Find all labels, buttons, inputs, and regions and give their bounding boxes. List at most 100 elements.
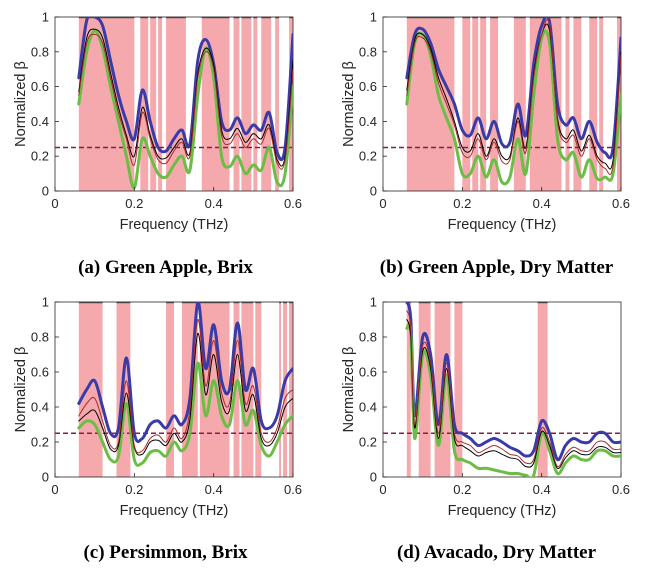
band-3 bbox=[454, 302, 463, 477]
y-tick-label-2: 0.4 bbox=[359, 114, 377, 129]
y-tick-label-0: 0 bbox=[370, 470, 377, 485]
series-line-middle bbox=[406, 23, 621, 170]
band-9 bbox=[589, 17, 598, 191]
band-10 bbox=[275, 17, 280, 191]
y-axis-label: Normalized β bbox=[13, 61, 29, 147]
series-line-thin bbox=[406, 19, 621, 176]
y-tick-label-4: 0.8 bbox=[359, 330, 377, 345]
band-2 bbox=[150, 17, 157, 191]
chart-panel-2: 0 0.2 0.4 0.6 0 0.2 0.4 0.6 0.8 1 Frequency (THz) N… bbox=[13, 295, 302, 520]
y-tick-label-2: 0.4 bbox=[31, 114, 49, 129]
chart-panel-0: 0 0.2 0.4 0.6 0 0.2 0.4 0.6 0.8 1 Frequency (THz) N… bbox=[13, 10, 302, 234]
series-group bbox=[77, 17, 293, 190]
series-group bbox=[405, 17, 621, 186]
series-line-upper bbox=[405, 17, 621, 160]
band-7 bbox=[565, 17, 570, 191]
y-tick-label-4: 0.8 bbox=[31, 44, 49, 59]
series-group bbox=[77, 302, 293, 467]
y-tick-label-3: 0.6 bbox=[31, 79, 49, 94]
x-tick-label-1: 0.2 bbox=[125, 482, 143, 497]
y-tick-label-1: 0.2 bbox=[31, 149, 49, 164]
band-3 bbox=[480, 17, 487, 191]
y-tick-label-4: 0.8 bbox=[31, 330, 49, 345]
x-tick-label-0: 0 bbox=[379, 196, 386, 211]
band-8 bbox=[573, 17, 582, 191]
series-line-middle bbox=[78, 28, 293, 167]
series-line-lower bbox=[77, 29, 293, 190]
y-tick-label-1: 0.2 bbox=[359, 149, 377, 164]
x-tick-label-1: 0.2 bbox=[453, 196, 471, 211]
caption-c: (c) Persimmon, Brix bbox=[83, 542, 248, 563]
y-axis-label: Normalized β bbox=[341, 61, 357, 147]
band-8 bbox=[253, 17, 258, 191]
y-tick-label-0: 0 bbox=[42, 470, 49, 485]
band-7 bbox=[241, 17, 252, 191]
y-tick-label-3: 0.6 bbox=[31, 365, 49, 380]
x-tick-label-1: 0.2 bbox=[125, 196, 143, 211]
band-9 bbox=[261, 17, 272, 191]
series-line-middle bbox=[78, 332, 293, 456]
x-tick-label-3: 0.6 bbox=[612, 196, 630, 211]
y-tick-label-2: 0.4 bbox=[31, 400, 49, 415]
x-tick-label-2: 0.4 bbox=[533, 482, 551, 497]
band-2 bbox=[472, 17, 479, 191]
y-tick-label-5: 1 bbox=[42, 295, 49, 310]
y-tick-label-5: 1 bbox=[42, 10, 49, 25]
x-axis-label: Frequency (THz) bbox=[120, 217, 229, 233]
band-6 bbox=[233, 17, 240, 191]
band-4 bbox=[537, 302, 548, 477]
series-line-thin bbox=[78, 318, 293, 454]
caption-b: (b) Green Apple, Dry Matter bbox=[379, 257, 614, 278]
y-tick-label-0: 0 bbox=[42, 184, 49, 199]
y-tick-label-5: 1 bbox=[370, 295, 377, 310]
series-line-thin bbox=[406, 310, 621, 468]
x-tick-label-0: 0 bbox=[379, 482, 386, 497]
x-tick-label-3: 0.6 bbox=[284, 482, 302, 497]
series-line-upper bbox=[77, 302, 293, 443]
y-tick-label-1: 0.2 bbox=[31, 435, 49, 450]
chart-panel-3: 0 0.2 0.4 0.6 0 0.2 0.4 0.6 0.8 1 Frequency (THz) N… bbox=[341, 295, 630, 520]
band-10 bbox=[599, 17, 604, 191]
chart-panel-1: 0 0.2 0.4 0.6 0 0.2 0.4 0.6 0.8 1 Frequency (THz) N… bbox=[341, 10, 630, 234]
band-4 bbox=[490, 17, 499, 191]
x-tick-label-2: 0.4 bbox=[205, 482, 223, 497]
y-tick-label-5: 1 bbox=[370, 10, 377, 25]
series-line-upper bbox=[77, 17, 293, 162]
x-tick-label-1: 0.2 bbox=[453, 482, 471, 497]
band-3 bbox=[158, 17, 163, 191]
series-group bbox=[405, 302, 621, 477]
x-tick-label-0: 0 bbox=[51, 196, 58, 211]
band-1 bbox=[140, 17, 149, 191]
y-tick-label-0: 0 bbox=[370, 184, 377, 199]
band-0 bbox=[406, 302, 411, 477]
series-line-lower bbox=[77, 361, 293, 467]
y-tick-label-4: 0.8 bbox=[359, 44, 377, 59]
x-tick-label-2: 0.4 bbox=[205, 196, 223, 211]
x-tick-label-0: 0 bbox=[51, 482, 58, 497]
x-tick-label-3: 0.6 bbox=[612, 482, 630, 497]
axes-box bbox=[382, 301, 622, 478]
band-5 bbox=[233, 302, 240, 477]
band-2 bbox=[166, 302, 174, 477]
y-tick-label-3: 0.6 bbox=[359, 79, 377, 94]
series-line-lower bbox=[405, 29, 621, 186]
x-tick-label-2: 0.4 bbox=[533, 196, 551, 211]
y-tick-label-3: 0.6 bbox=[359, 365, 377, 380]
y-axis-label: Normalized β bbox=[13, 347, 29, 433]
band-9 bbox=[283, 302, 288, 477]
band-10 bbox=[289, 302, 293, 477]
y-axis-label: Normalized β bbox=[341, 347, 357, 433]
x-axis-label: Frequency (THz) bbox=[448, 217, 557, 233]
y-tick-label-2: 0.4 bbox=[359, 400, 377, 415]
band-1 bbox=[418, 302, 431, 477]
series-line-lower bbox=[405, 322, 621, 477]
x-axis-label: Frequency (THz) bbox=[120, 503, 229, 519]
band-4 bbox=[166, 17, 186, 191]
caption-d: (d) Avacado, Dry Matter bbox=[396, 542, 597, 563]
series-line-thin bbox=[78, 33, 293, 170]
y-tick-label-1: 0.2 bbox=[359, 435, 377, 450]
x-axis-label: Frequency (THz) bbox=[448, 503, 557, 519]
x-tick-label-3: 0.6 bbox=[284, 196, 302, 211]
band-8 bbox=[279, 302, 282, 477]
